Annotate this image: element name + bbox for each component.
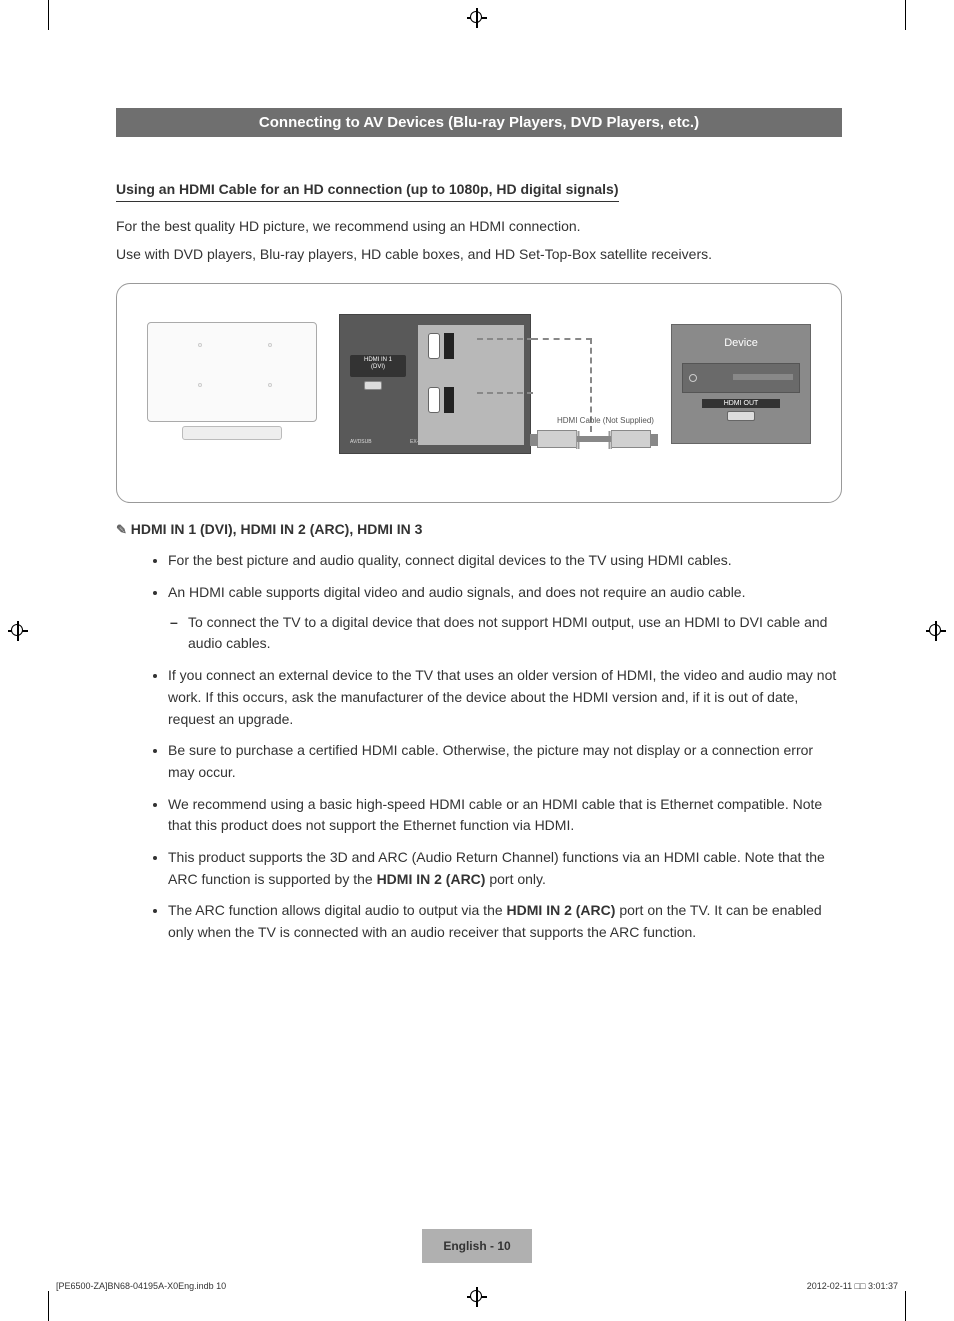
list-item: Be sure to purchase a certified HDMI cab…: [168, 740, 842, 783]
cable-path: [477, 392, 533, 394]
hdmi-ports-heading: ✎ HDMI IN 1 (DVI), HDMI IN 2 (ARC), HDMI…: [116, 521, 842, 538]
list-item: The ARC function allows digital audio to…: [168, 900, 842, 943]
notes-list: For the best picture and audio quality, …: [116, 550, 842, 943]
cable-path: [477, 338, 533, 340]
connection-diagram: HDMI IN 1 (DVI) AV/DSUB EX-LINK HDMI Cab…: [116, 283, 842, 503]
device-receiver-illustration: [682, 363, 800, 393]
device-title: Device: [672, 337, 810, 349]
crop-mark: [48, 0, 49, 30]
list-item: We recommend using a basic high-speed HD…: [168, 794, 842, 837]
footer-filename: [PE6500-ZA]BN68-04195A-X0Eng.indb 10: [56, 1281, 226, 1291]
registration-mark-icon: [926, 621, 946, 641]
hdmi-port-icon: [428, 387, 440, 413]
hdmi-connector-icon: [537, 430, 577, 448]
port-vertical-label: [444, 387, 454, 413]
port-icon: [364, 381, 382, 390]
tv-illustration: [147, 322, 317, 452]
registration-mark-icon: [467, 8, 487, 28]
crop-mark: [905, 0, 906, 30]
list-item: For the best picture and audio quality, …: [168, 550, 842, 572]
cable-segment: [577, 436, 611, 442]
port-panel-inner: [418, 325, 524, 445]
list-item: If you connect an external device to the…: [168, 665, 842, 730]
hdmi-port-icon: [428, 333, 440, 359]
av-dsub-label: AV/DSUB: [350, 439, 372, 445]
page: Connecting to AV Devices (Blu-ray Player…: [0, 0, 954, 1321]
note-icon: ✎: [116, 522, 127, 537]
footer-timestamp: 2012-02-11 □□ 3:01:37: [807, 1281, 898, 1291]
port-vertical-label: [444, 333, 454, 359]
page-number-box: English - 10: [422, 1229, 532, 1263]
sub-list-item: To connect the TV to a digital device th…: [188, 612, 842, 655]
tv-port-panel: HDMI IN 1 (DVI) AV/DSUB EX-LINK: [339, 314, 531, 454]
section-subtitle: Using an HDMI Cable for an HD connection…: [116, 181, 619, 202]
hdmi-connector-icon: [611, 430, 651, 448]
hdmi-out-label: HDMI OUT: [702, 399, 780, 408]
crop-mark: [48, 1291, 49, 1321]
list-item: An HDMI cable supports digital video and…: [168, 582, 842, 655]
content-area: Connecting to AV Devices (Blu-ray Player…: [116, 108, 842, 954]
crop-mark: [905, 1291, 906, 1321]
cable-label: HDMI Cable (Not Supplied): [557, 416, 654, 425]
section-title-bar: Connecting to AV Devices (Blu-ray Player…: [116, 108, 842, 137]
registration-mark-icon: [467, 1287, 487, 1307]
intro-paragraph: Use with DVD players, Blu-ray players, H…: [116, 244, 842, 266]
intro-paragraph: For the best quality HD picture, we reco…: [116, 216, 842, 238]
list-item: This product supports the 3D and ARC (Au…: [168, 847, 842, 890]
hdmi-out-port-icon: [727, 411, 755, 421]
registration-mark-icon: [8, 621, 28, 641]
external-device-box: Device HDMI OUT: [671, 324, 811, 444]
hdmi-in-1-label: HDMI IN 1 (DVI): [350, 355, 406, 377]
